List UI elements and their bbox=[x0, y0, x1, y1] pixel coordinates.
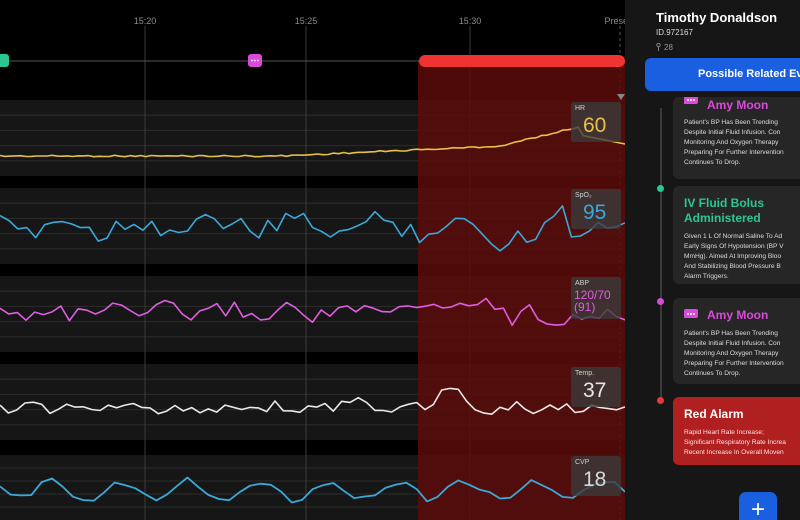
event-author: Amy Moon bbox=[707, 98, 769, 112]
marker-dot bbox=[254, 59, 256, 62]
event-body-line: Preparing For Further Intervention bbox=[684, 149, 784, 156]
cvp-waveform bbox=[0, 476, 625, 504]
possible-related-events-button[interactable]: Possible Related Ev bbox=[645, 58, 800, 91]
abp-value-mean: (91) bbox=[574, 300, 596, 314]
spo2-value-box[interactable]: SpO₂ 95 bbox=[571, 189, 621, 229]
patient-id: ID.972167 bbox=[656, 28, 693, 37]
timeline-dot-pink bbox=[657, 298, 664, 305]
spo2-value: 95 bbox=[583, 201, 607, 224]
patient-panel: Timothy Donaldson ID.972167 28 Possible … bbox=[625, 0, 800, 520]
abp-label: ABP bbox=[575, 280, 590, 287]
event-body-line: Given 1 L Of Normal Saline To Ad bbox=[684, 233, 783, 240]
event-body-line: Early Signs Of Hypotension (BP V bbox=[684, 243, 784, 250]
abp-value-systolic-diastolic: 120/70 bbox=[574, 288, 611, 302]
hr-label: HR bbox=[575, 105, 586, 112]
event-card-note-2[interactable]: Amy Moon Patient's BP Has Been Trending … bbox=[673, 298, 800, 384]
waveform-canvas bbox=[0, 26, 625, 520]
event-author: Amy Moon bbox=[707, 308, 769, 322]
temp-value-box[interactable]: Temp. 37 bbox=[571, 367, 621, 407]
temp-value: 37 bbox=[583, 379, 607, 402]
timeline-dot-red bbox=[657, 397, 664, 404]
patient-name: Timothy Donaldson bbox=[656, 10, 778, 25]
event-title: IV Fluid Bolus bbox=[684, 196, 764, 210]
time-label-present: Present bbox=[604, 16, 625, 26]
marker-dot bbox=[257, 59, 259, 62]
hr-value: 60 bbox=[583, 114, 607, 137]
chat-icon bbox=[684, 309, 698, 318]
event-body-line: Preparing For Further Intervention bbox=[684, 360, 784, 367]
cvp-value: 18 bbox=[583, 468, 607, 491]
event-body-line: Alarm Triggers. bbox=[684, 273, 729, 280]
temp-waveform bbox=[0, 387, 625, 415]
event-body-line: Monitoring And Oxygen Therapy bbox=[684, 139, 779, 146]
event-title: Administered bbox=[684, 211, 761, 225]
patient-age-value: 28 bbox=[664, 43, 673, 52]
event-card-note-1[interactable]: Amy Moon Patient's BP Has Been Trending … bbox=[673, 97, 800, 179]
marker-dot bbox=[251, 59, 253, 62]
add-event-button[interactable]: + bbox=[739, 492, 777, 520]
patient-age: 28 bbox=[656, 42, 673, 52]
event-body-line: Despite Initial Fluid Infusion. Con bbox=[684, 129, 781, 136]
event-body-line: Continues To Drop. bbox=[684, 159, 741, 166]
event-body-line: Recent Increase In Overall Moven bbox=[684, 449, 784, 456]
event-body-line: And Stabilizing Blood Pressure B bbox=[684, 263, 781, 270]
spo2-label: SpO₂ bbox=[575, 192, 592, 199]
abp-value-box[interactable]: ABP 120/70 (91) bbox=[571, 277, 621, 319]
alarm-title: Red Alarm bbox=[684, 407, 744, 421]
vitals-monitor: 15:20 15:25 15:30 Present HR 60 SpO₂ 95 … bbox=[0, 16, 625, 520]
time-label-1520: 15:20 bbox=[133, 16, 157, 26]
event-card-alarm[interactable]: Red Alarm Rapid Heart Rate Increase; Sig… bbox=[673, 397, 800, 465]
abp-waveform bbox=[0, 297, 625, 326]
hr-waveform bbox=[0, 126, 625, 158]
timeline-line bbox=[660, 108, 662, 403]
event-body-line: Rapid Heart Rate Increase; bbox=[684, 429, 764, 436]
event-body-line: Significant Respiratory Rate Increa bbox=[684, 439, 786, 446]
cvp-value-box[interactable]: CVP 18 bbox=[571, 456, 621, 496]
event-body-line: MmHg). Aimed At Improving Bloo bbox=[684, 253, 782, 260]
spo2-waveform bbox=[0, 205, 625, 252]
cvp-label: CVP bbox=[575, 459, 590, 466]
person-icon bbox=[656, 42, 661, 51]
hr-value-box[interactable]: HR 60 bbox=[571, 102, 621, 142]
event-body-line: Patient's BP Has Been Trending bbox=[684, 330, 778, 337]
event-card-intervention[interactable]: IV Fluid Bolus Administered Given 1 L Of… bbox=[673, 186, 800, 284]
event-body-line: Monitoring And Oxygen Therapy bbox=[684, 350, 779, 357]
timeline-dot-green bbox=[657, 185, 664, 192]
event-body-line: Continues To Drop. bbox=[684, 370, 741, 377]
event-marker-green bbox=[0, 54, 9, 67]
time-label-1525: 15:25 bbox=[294, 16, 318, 26]
event-body-line: Patient's BP Has Been Trending bbox=[684, 119, 778, 126]
present-caret-icon bbox=[617, 94, 625, 100]
time-label-1530: 15:30 bbox=[458, 16, 482, 26]
alarm-bar bbox=[419, 55, 625, 67]
event-body-line: Despite Initial Fluid Infusion. Con bbox=[684, 340, 781, 347]
temp-label: Temp. bbox=[575, 370, 595, 377]
chat-icon bbox=[684, 97, 698, 104]
